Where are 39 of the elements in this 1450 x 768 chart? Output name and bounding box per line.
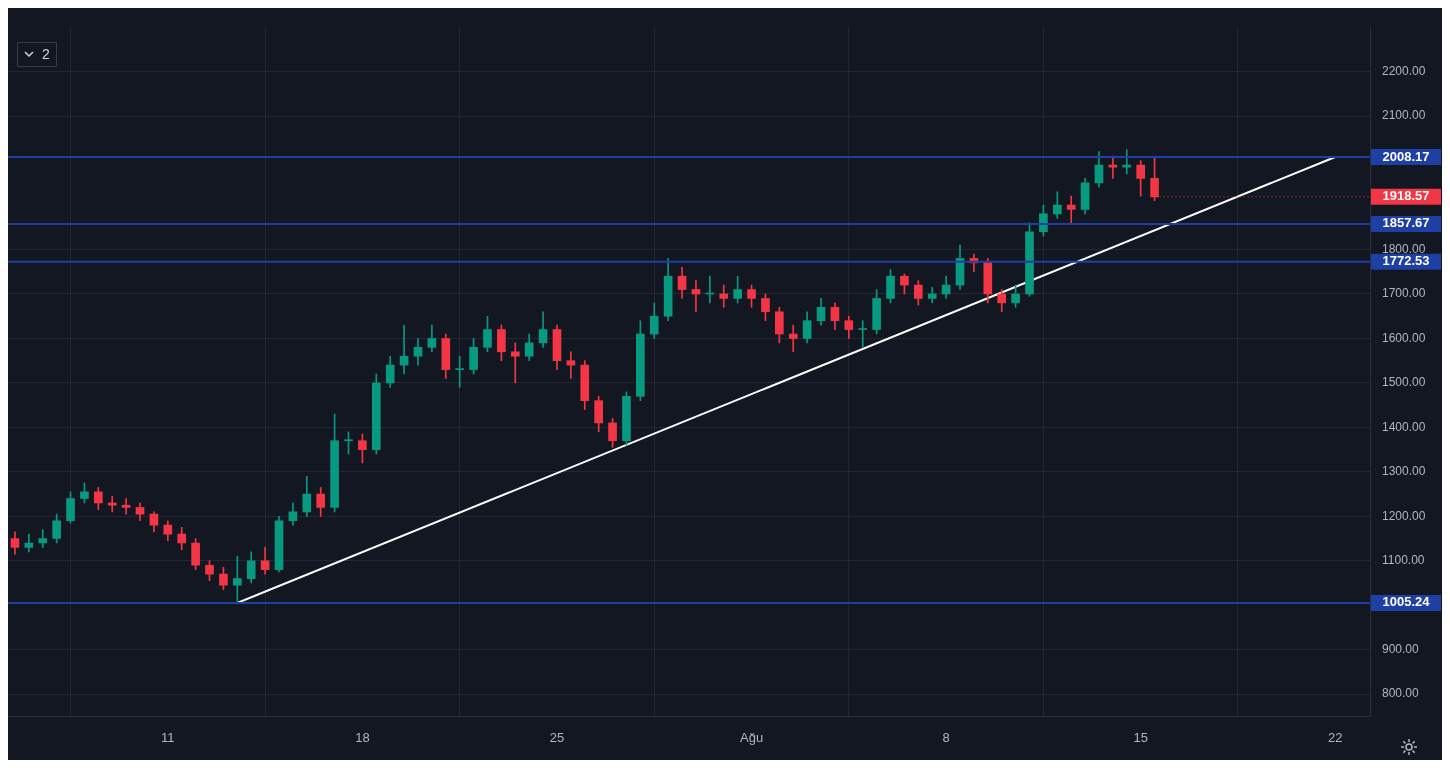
y-tick-label: 1500.00 — [1382, 375, 1426, 390]
y-tick-label: 1600.00 — [1382, 330, 1426, 345]
x-tick-label: Ağu — [739, 729, 764, 745]
candlestick — [858, 320, 868, 348]
candlestick — [719, 284, 729, 308]
y-tick-label: 1400.00 — [1382, 419, 1426, 434]
candlestick — [566, 351, 576, 379]
annotation: 2 — [42, 45, 50, 62]
x-tick-label: 11 — [161, 729, 175, 745]
candlestick — [1108, 155, 1118, 179]
x-tick-label: 18 — [355, 729, 370, 745]
x-tick-label: 8 — [942, 729, 950, 745]
candlestick — [121, 498, 131, 515]
ref-line-label: 1772.53 — [1382, 253, 1430, 269]
y-tick-label: 800.00 — [1382, 686, 1420, 701]
y-tick-label: 2100.00 — [1382, 108, 1426, 123]
candlestick — [38, 529, 48, 548]
x-tick-label: 22 — [1328, 729, 1343, 745]
candlestick — [232, 556, 242, 604]
candlestick — [788, 324, 798, 353]
y-tick-label: 1800.00 — [1382, 241, 1426, 256]
candlestick — [510, 342, 520, 384]
candlestick — [107, 495, 117, 513]
y-tick-label: 2200.00 — [1382, 63, 1426, 78]
annotation: 1918.57 — [1382, 188, 1430, 204]
candlestick — [1122, 149, 1132, 175]
y-tick-label: 1300.00 — [1382, 464, 1426, 479]
x-tick-label: 15 — [1133, 729, 1148, 745]
ref-line-label: 1005.24 — [1382, 594, 1431, 610]
candlestick — [691, 280, 701, 313]
x-tick-label: 25 — [549, 729, 565, 745]
y-tick-label: 1700.00 — [1382, 286, 1426, 301]
y-tick-label: 1200.00 — [1382, 508, 1426, 523]
candlestick — [455, 355, 465, 388]
y-tick-label: 1100.00 — [1382, 553, 1425, 568]
candlestick — [1066, 195, 1076, 224]
ref-line-label: 1857.67 — [1382, 215, 1430, 231]
y-tick-label: 900.00 — [1382, 642, 1420, 657]
ref-line-label: 2008.17 — [1382, 148, 1430, 164]
